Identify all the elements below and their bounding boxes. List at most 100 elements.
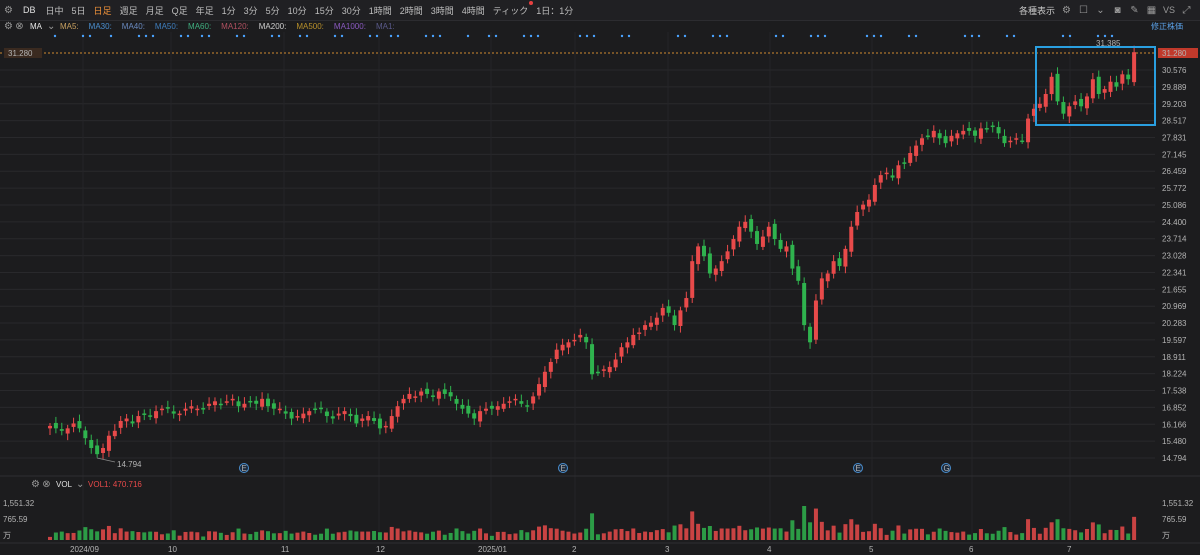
- candle-body: [83, 430, 88, 439]
- volume-bar: [65, 533, 70, 540]
- volume-bar: [872, 523, 877, 540]
- candle-body: [749, 219, 754, 232]
- tab-timeframe[interactable]: 5日: [71, 5, 86, 16]
- tab-timeframe[interactable]: 3時間: [430, 5, 454, 16]
- close-icon[interactable]: ⊗: [42, 478, 51, 490]
- volume-bar: [702, 527, 706, 540]
- price-tick-label: 28.517: [1162, 117, 1187, 126]
- ma-item[interactable]: MA5:: [60, 22, 79, 31]
- gear-icon[interactable]: ⚙: [4, 21, 13, 32]
- candle-body: [89, 440, 94, 449]
- symbol-label[interactable]: DB: [23, 5, 36, 15]
- tab-timeframe[interactable]: 10分: [287, 5, 307, 16]
- tab-timeframe[interactable]: 1分: [221, 5, 236, 16]
- ma-item[interactable]: MA40:: [121, 22, 145, 31]
- signal-dot: [809, 34, 813, 38]
- fullscreen-icon[interactable]: ⤢: [1182, 4, 1191, 16]
- candle-body: [813, 300, 818, 340]
- tab-timeframe[interactable]: 日中: [45, 5, 64, 16]
- volume-bar: [448, 532, 453, 540]
- chevron-down-icon[interactable]: ⌄: [1096, 4, 1105, 16]
- candle-body: [855, 212, 860, 226]
- chevron-down-icon[interactable]: ⌄: [47, 21, 56, 32]
- price-tick-label: 16.166: [1162, 420, 1187, 429]
- close-icon[interactable]: ⊗: [15, 21, 24, 32]
- signal-dot: [242, 34, 246, 38]
- tab-timeframe[interactable]: 5分: [265, 5, 280, 16]
- volume-bar: [937, 528, 942, 540]
- volume-bar: [324, 528, 329, 540]
- tab-timeframe[interactable]: 1日：1分: [536, 5, 574, 16]
- signal-dot: [396, 34, 400, 38]
- camera-icon[interactable]: ◙: [1114, 4, 1121, 16]
- volume-bar: [77, 530, 82, 540]
- volume-bar: [401, 531, 406, 540]
- candle-body: [825, 273, 830, 282]
- volume-bar: [207, 531, 212, 540]
- chevron-down-icon[interactable]: ⌄: [76, 478, 85, 490]
- tab-timeframe[interactable]: 2時間: [399, 5, 423, 16]
- volume-bar: [1084, 528, 1089, 540]
- settings-icon[interactable]: ⚙: [4, 4, 13, 16]
- signal-dot: [179, 34, 183, 38]
- tab-timeframe[interactable]: 日足: [93, 5, 112, 16]
- display-menu[interactable]: 各種表示: [1018, 5, 1055, 16]
- signal-dot: [774, 34, 778, 38]
- price-tick-label: 26.459: [1162, 167, 1187, 176]
- tab-timeframe[interactable]: 4時間: [461, 5, 485, 16]
- candle-body: [372, 418, 377, 421]
- volume-bar: [154, 531, 159, 540]
- candle-body: [843, 248, 848, 267]
- candle-body: [861, 204, 866, 210]
- tab-timeframe[interactable]: 年足: [195, 5, 214, 16]
- gear-icon[interactable]: ⚙: [31, 478, 40, 490]
- vol-label[interactable]: VOL: [56, 479, 73, 489]
- candle-body: [1026, 118, 1031, 143]
- vs-button[interactable]: VS: [1162, 5, 1175, 15]
- candle-body: [419, 391, 424, 396]
- tab-timeframe[interactable]: 1時間: [368, 5, 392, 16]
- ma-label[interactable]: MA: [30, 22, 42, 31]
- volume-bar: [908, 529, 913, 540]
- volume-bar: [501, 531, 506, 540]
- volume-bar: [855, 524, 860, 540]
- square-icon[interactable]: ☐: [1079, 4, 1088, 16]
- tab-timeframe[interactable]: 15分: [314, 5, 334, 16]
- tab-timeframe[interactable]: Q足: [171, 5, 188, 16]
- ma-item[interactable]: MA120:: [221, 22, 249, 31]
- layout-icon[interactable]: ▦: [1146, 4, 1157, 16]
- price-tick-label: 25.086: [1162, 201, 1187, 210]
- volume-bar: [1102, 533, 1107, 540]
- candle-body: [489, 405, 494, 409]
- candle-body: [1055, 73, 1060, 102]
- volume-bar: [395, 528, 400, 540]
- candle-body: [713, 268, 718, 275]
- ma-item[interactable]: MA50:: [154, 22, 179, 31]
- gear-icon[interactable]: ⚙: [1062, 4, 1071, 16]
- tab-timeframe[interactable]: 30分: [341, 5, 361, 16]
- pencil-icon[interactable]: ✎: [1130, 4, 1139, 16]
- volume-bar: [260, 530, 265, 540]
- tab-timeframe[interactable]: 3分: [243, 5, 258, 16]
- ma-item[interactable]: MA60:: [188, 22, 212, 31]
- volume-bar: [1108, 529, 1113, 540]
- tab-timeframe[interactable]: ティック: [489, 0, 534, 17]
- tab-timeframe[interactable]: 週足: [119, 5, 138, 16]
- volume-bar: [967, 534, 972, 540]
- ma-item[interactable]: MA1:: [375, 22, 395, 31]
- volume-bar: [112, 533, 117, 540]
- ma-item[interactable]: MA1000:: [333, 22, 366, 31]
- ma-item[interactable]: MA200:: [258, 22, 287, 31]
- volume-bar: [1037, 533, 1042, 540]
- revise-price-button[interactable]: 修正株価: [1151, 22, 1183, 31]
- volume-bar: [631, 528, 636, 540]
- volume-bar: [466, 533, 471, 540]
- tab-timeframe[interactable]: 月足: [145, 5, 164, 16]
- candle-body: [866, 199, 871, 207]
- candle-body: [171, 411, 176, 414]
- ma-item[interactable]: MA500:: [296, 22, 324, 31]
- event-marker: [558, 463, 568, 473]
- candle-body: [201, 408, 206, 410]
- ma-item[interactable]: MA30:: [88, 22, 112, 31]
